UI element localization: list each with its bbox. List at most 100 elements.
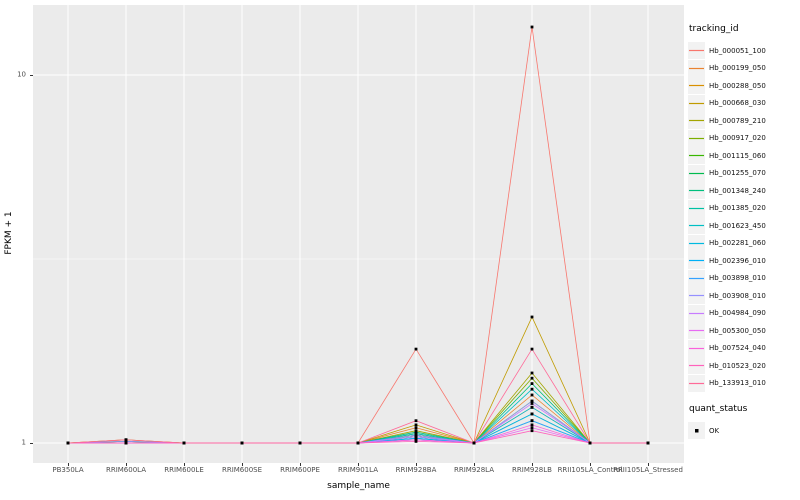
legend-label: Hb_001623_450 [709,221,766,230]
data-point-square [414,347,418,351]
data-point-square [530,423,534,427]
legend-item-Hb_004984_090: Hb_004984_090 [688,304,798,323]
y-tick-label: 1 [21,438,26,447]
legend-item-Hb_001385_020: Hb_001385_020 [688,199,798,218]
x-tick-label: RRIM600LA [105,466,147,474]
x-tick-mark [648,463,649,466]
y-tick-mark [30,75,33,76]
data-point-square [472,441,476,445]
data-point-square [124,440,128,443]
data-point-square [530,402,534,405]
legend-label: Hb_001255_070 [709,169,766,178]
data-point-square [646,441,650,445]
legend-key-line [688,94,705,112]
legend-key-line [688,252,705,270]
legend-shape-items: OK [688,422,798,440]
x-tick-label: RRIM600PE [280,466,320,474]
legend-item-Hb_000199_050: Hb_000199_050 [688,59,798,78]
legend-label: Hb_001385_020 [709,204,766,213]
data-point-square [414,430,418,434]
data-point-square [124,441,128,445]
x-tick-label: RRIM600SE [221,466,263,474]
legend-item-Hb_002281_060: Hb_002281_060 [688,234,798,253]
x-tick-label: RRIM928BA [395,466,437,474]
data-point-square [530,387,534,391]
data-point-square [414,432,418,436]
data-point-square [530,376,534,380]
legend-label: Hb_001115_060 [709,151,766,160]
data-point-square [298,441,302,445]
x-tick-label: RRIM600LE [164,466,204,474]
data-point-square [414,429,418,433]
legend-key-line [688,304,705,322]
data-point-square [66,441,70,445]
legend-label: Hb_000288_050 [709,81,766,90]
legend-color-items: Hb_000051_100 Hb_000199_050 Hb_000288_050 H… [688,42,798,392]
legend-key-line [688,182,705,200]
legend-key-line [688,147,705,165]
data-point-square [414,423,418,427]
legend-item-Hb_005300_050: Hb_005300_050 [688,322,798,340]
legend-item-Hb_001255_070: Hb_001255_070 [688,164,798,183]
x-tick-label: RRII105LA_Control [557,466,623,474]
x-tick-mark [416,463,417,466]
x-tick-mark [358,463,359,466]
legend-item-Hb_000917_020: Hb_000917_020 [688,129,798,148]
data-point-square [414,433,418,437]
data-point-square [530,405,534,409]
x-tick-mark [126,463,127,466]
plot-panel [33,5,684,463]
data-point-square [414,438,418,442]
legend-item-Hb_001348_240: Hb_001348_240 [688,182,798,200]
data-point-square [414,419,418,423]
x-tick-mark [474,463,475,466]
legend-label: Hb_005300_050 [709,326,766,335]
data-point-square [414,435,418,439]
legend-key-line [688,164,705,182]
y-tick-label: 10 [17,70,26,79]
legend-label: Hb_007524_040 [709,344,766,353]
quant-status-item: OK [688,422,798,440]
x-tick-mark [590,463,591,466]
legend-key-line [688,234,705,252]
legend-item-Hb_001115_060: Hb_001115_060 [688,147,798,165]
data-point-square [530,393,534,397]
data-point-square [182,441,186,445]
data-point-square [530,419,534,423]
legend-item-Hb_007524_040: Hb_007524_040 [688,339,798,358]
legend-key-line [688,287,705,305]
legend-label: Hb_004984_090 [709,309,766,318]
data-point-square [588,441,592,445]
data-point-square [240,441,244,445]
legend-label: Hb_003898_010 [709,274,766,283]
data-point-square [530,25,534,29]
legend-label: Hb_000199_050 [709,64,766,73]
legend-item-Hb_133913_010: Hb_133913_010 [688,374,798,393]
data-point-square [530,426,534,430]
legend-item-Hb_003908_010: Hb_003908_010 [688,287,798,305]
plot-area-svg [33,5,684,463]
data-point-square [530,412,534,416]
x-tick-label: RRIM928LA [453,466,495,474]
legend-key-line [688,59,705,77]
x-tick-mark [184,463,185,466]
data-point-square [530,399,534,403]
legend-label: Hb_133913_010 [709,379,766,388]
legend-label: Hb_000051_100 [709,46,766,55]
data-point-square [356,441,360,445]
legend-item-Hb_000668_030: Hb_000668_030 [688,94,798,113]
legend-key-line [688,129,705,147]
x-axis-title: sample_name [327,481,390,491]
legend: tracking_id Hb_000051_100 Hb_000199_050 Hb… [688,24,798,440]
legend-key-line [688,374,705,392]
legend-key-line [688,77,705,95]
x-tick-mark [68,463,69,466]
x-tick-label: PB350LA [52,466,84,474]
data-point-square [530,429,534,433]
legend-label: Hb_000789_210 [709,116,766,125]
legend-key-line [688,357,705,375]
data-point-square [414,440,418,443]
quant-status-label: OK [709,426,720,435]
data-point-square [124,438,128,442]
